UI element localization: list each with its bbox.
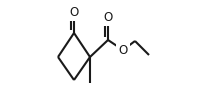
Text: O: O (69, 6, 79, 18)
Text: O: O (103, 10, 113, 24)
Text: O: O (118, 43, 128, 57)
